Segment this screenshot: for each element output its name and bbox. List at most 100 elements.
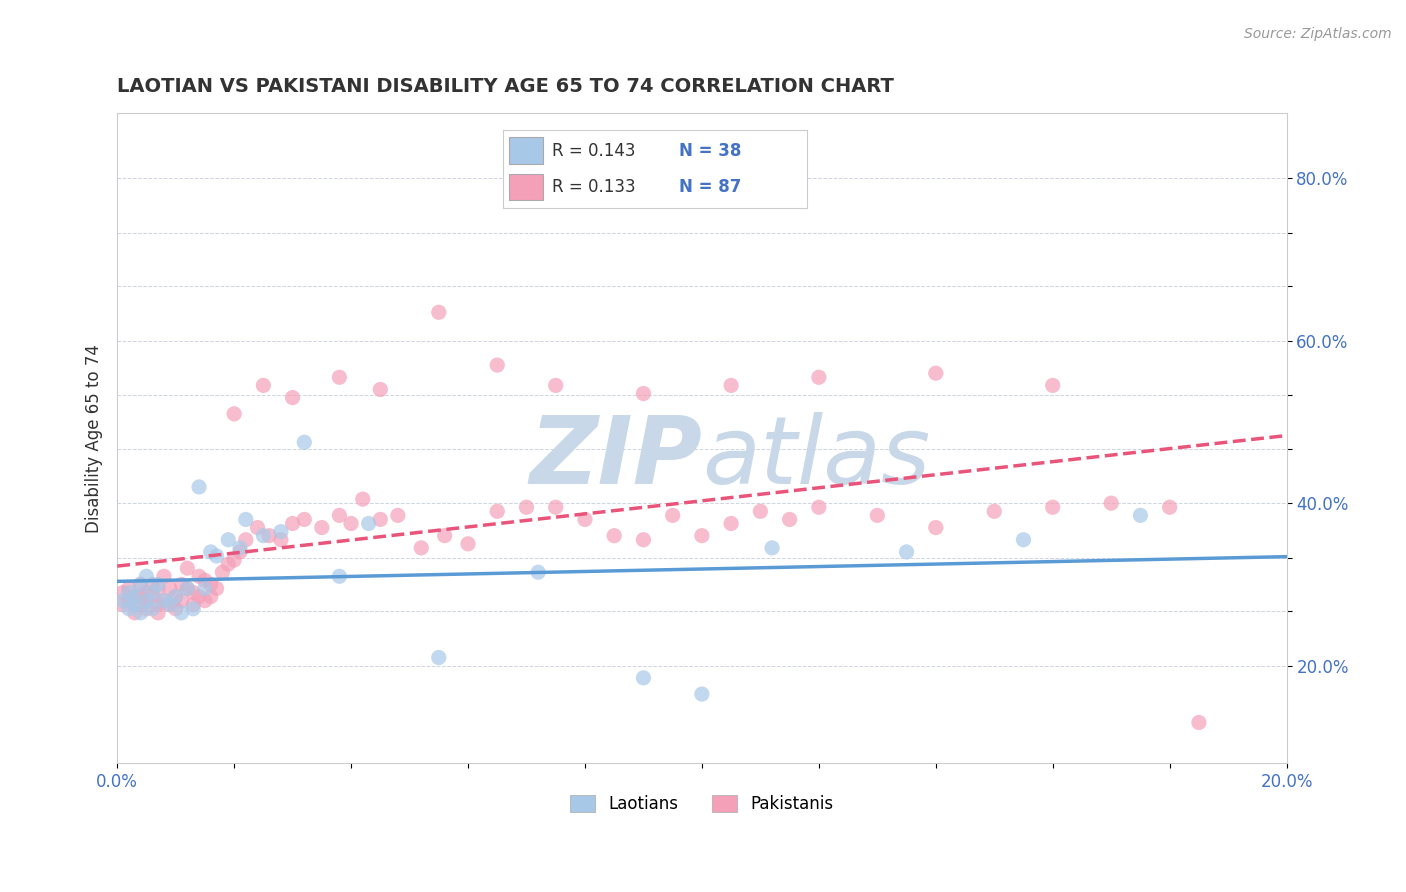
- Point: [896, 545, 918, 559]
- Point: [224, 553, 246, 567]
- Point: [205, 549, 228, 563]
- Point: [779, 512, 801, 526]
- Point: [170, 577, 193, 591]
- Point: [135, 569, 157, 583]
- Point: [527, 566, 550, 580]
- Point: [188, 569, 211, 583]
- Point: [427, 305, 450, 319]
- Point: [170, 593, 193, 607]
- Point: [603, 529, 626, 543]
- Point: [112, 585, 135, 599]
- Point: [153, 593, 176, 607]
- Point: [129, 577, 152, 591]
- Point: [292, 512, 315, 526]
- Point: [720, 378, 742, 392]
- Text: ZIP: ZIP: [529, 412, 702, 504]
- Point: [328, 569, 350, 583]
- Point: [165, 590, 187, 604]
- Point: [387, 508, 409, 523]
- Point: [129, 577, 152, 591]
- Point: [866, 508, 889, 523]
- Point: [235, 512, 257, 526]
- Point: [690, 687, 713, 701]
- Point: [118, 582, 141, 596]
- Point: [486, 504, 509, 518]
- Point: [200, 545, 222, 559]
- Point: [1188, 715, 1211, 730]
- Point: [118, 585, 141, 599]
- Point: [807, 370, 830, 384]
- Point: [983, 504, 1005, 518]
- Point: [544, 378, 567, 392]
- Point: [433, 529, 456, 543]
- Point: [176, 582, 198, 596]
- Point: [1129, 508, 1152, 523]
- Point: [165, 590, 187, 604]
- Point: [146, 577, 169, 591]
- Point: [749, 504, 772, 518]
- Point: [129, 598, 152, 612]
- Point: [135, 585, 157, 599]
- Y-axis label: Disability Age 65 to 74: Disability Age 65 to 74: [86, 343, 103, 533]
- Text: Source: ZipAtlas.com: Source: ZipAtlas.com: [1244, 27, 1392, 41]
- Point: [720, 516, 742, 531]
- Point: [352, 492, 374, 507]
- Point: [270, 533, 292, 547]
- Point: [200, 590, 222, 604]
- Point: [194, 582, 217, 596]
- Point: [135, 593, 157, 607]
- Point: [807, 500, 830, 515]
- Point: [224, 407, 246, 421]
- Point: [141, 585, 163, 599]
- Point: [129, 590, 152, 604]
- Point: [141, 590, 163, 604]
- Point: [135, 593, 157, 607]
- Point: [211, 566, 233, 580]
- Text: atlas: atlas: [702, 412, 931, 503]
- Point: [1099, 496, 1122, 510]
- Point: [188, 590, 211, 604]
- Point: [159, 582, 181, 596]
- Point: [176, 561, 198, 575]
- Point: [124, 606, 146, 620]
- Point: [124, 590, 146, 604]
- Point: [229, 541, 252, 555]
- Point: [270, 524, 292, 539]
- Point: [925, 520, 948, 534]
- Point: [486, 358, 509, 372]
- Point: [368, 512, 391, 526]
- Text: LAOTIAN VS PAKISTANI DISABILITY AGE 65 TO 74 CORRELATION CHART: LAOTIAN VS PAKISTANI DISABILITY AGE 65 T…: [117, 78, 894, 96]
- Point: [159, 598, 181, 612]
- Point: [129, 606, 152, 620]
- Point: [159, 598, 181, 612]
- Point: [146, 582, 169, 596]
- Point: [135, 601, 157, 615]
- Point: [1042, 500, 1064, 515]
- Point: [194, 593, 217, 607]
- Point: [925, 366, 948, 380]
- Point: [194, 574, 217, 588]
- Point: [427, 650, 450, 665]
- Point: [661, 508, 683, 523]
- Point: [257, 529, 280, 543]
- Point: [170, 606, 193, 620]
- Point: [633, 533, 655, 547]
- Point: [141, 577, 163, 591]
- Point: [252, 529, 274, 543]
- Point: [165, 601, 187, 615]
- Point: [118, 601, 141, 615]
- Point: [146, 606, 169, 620]
- Point: [200, 577, 222, 591]
- Point: [761, 541, 783, 555]
- Point: [124, 590, 146, 604]
- Point: [246, 520, 269, 534]
- Point: [457, 537, 479, 551]
- Point: [690, 529, 713, 543]
- Point: [217, 557, 239, 571]
- Point: [292, 435, 315, 450]
- Point: [176, 582, 198, 596]
- Point: [328, 508, 350, 523]
- Point: [181, 585, 204, 599]
- Point: [181, 601, 204, 615]
- Point: [181, 598, 204, 612]
